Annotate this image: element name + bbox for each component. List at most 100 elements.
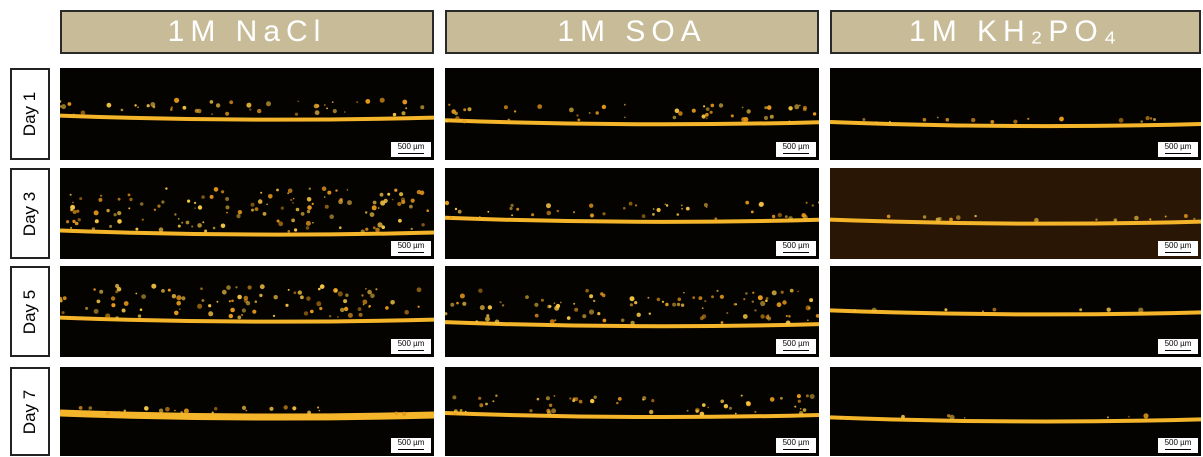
cell-cluster <box>624 116 626 119</box>
cell-cluster <box>794 104 800 110</box>
cell-cluster <box>513 110 517 113</box>
cell-cluster <box>809 298 814 303</box>
cell-cluster <box>158 408 164 413</box>
cell-cluster <box>401 197 405 202</box>
cell-cluster <box>593 395 597 399</box>
cell-cluster <box>394 188 398 192</box>
cell-cluster <box>211 113 214 115</box>
cell-cluster <box>709 110 713 114</box>
cell-cluster <box>115 290 119 294</box>
cell-cluster <box>201 195 205 199</box>
cell-cluster <box>161 289 165 293</box>
cell-cluster <box>300 295 304 300</box>
cell-cluster <box>307 205 312 210</box>
cell-cluster <box>546 203 551 209</box>
cell-cluster <box>788 120 791 123</box>
cell-cluster <box>648 312 651 315</box>
cell-cluster <box>949 217 953 222</box>
cell-cluster <box>1149 218 1152 221</box>
cell-cluster <box>503 105 508 110</box>
row-label-text: Day 7 <box>20 389 40 434</box>
cell-cluster <box>252 309 257 314</box>
fiber <box>445 320 819 329</box>
cell-cluster <box>1134 215 1139 221</box>
cell-cluster <box>546 210 552 216</box>
cell-cluster <box>285 303 289 307</box>
cell-cluster <box>672 302 677 307</box>
cell-cluster <box>450 302 455 307</box>
cell-cluster <box>305 226 310 230</box>
cell-cluster <box>733 303 737 306</box>
cell-cluster <box>703 203 708 207</box>
cell-cluster <box>390 300 395 305</box>
cell-cluster <box>788 216 793 221</box>
cell-cluster <box>549 319 555 324</box>
cell-cluster <box>197 303 203 309</box>
cell-cluster <box>375 288 378 291</box>
cell-cluster <box>174 409 176 412</box>
cell-cluster <box>534 302 539 307</box>
cell-cluster <box>681 207 683 210</box>
cell-cluster <box>365 211 368 214</box>
cell-cluster <box>327 190 332 195</box>
cell-cluster <box>710 103 715 108</box>
cell-cluster <box>399 192 404 197</box>
scale-bar: 500 µm <box>776 241 816 256</box>
cell-cluster <box>410 198 415 203</box>
cell-cluster <box>750 210 754 214</box>
cell-cluster <box>61 311 65 315</box>
cell-cluster <box>536 397 540 401</box>
cell-cluster <box>1013 119 1018 124</box>
cell-cluster <box>127 193 131 197</box>
cell-cluster <box>445 200 450 206</box>
row-label: Day 1 <box>10 68 50 160</box>
cell-cluster <box>76 209 80 213</box>
cell-cluster <box>799 407 802 410</box>
cell-cluster <box>703 105 706 108</box>
fiber <box>445 215 819 224</box>
cell-cluster <box>420 105 425 110</box>
cell-cluster <box>590 398 595 404</box>
cell-cluster <box>120 108 124 112</box>
cell-cluster <box>456 301 459 305</box>
cell-cluster <box>200 287 203 290</box>
micrograph-image <box>445 394 819 420</box>
scale-bar: 500 µm <box>391 339 431 354</box>
cell-cluster <box>601 104 607 110</box>
micrograph: 500 µm <box>445 68 819 160</box>
cell-cluster <box>1113 218 1118 223</box>
cell-cluster <box>764 106 768 110</box>
cell-cluster <box>93 308 99 314</box>
cell-cluster <box>574 307 579 312</box>
cell-cluster <box>213 187 219 192</box>
cell-cluster <box>656 297 661 302</box>
cell-cluster <box>226 211 228 214</box>
cell-cluster <box>88 406 93 410</box>
cell-cluster <box>385 306 389 310</box>
cell-cluster <box>641 214 646 219</box>
fiber <box>830 415 1201 424</box>
cell-cluster <box>548 305 552 308</box>
row-label-text: Day 1 <box>20 91 40 137</box>
cell-cluster <box>161 200 165 204</box>
cell-cluster <box>1149 117 1153 120</box>
cell-cluster <box>1193 217 1196 220</box>
cell-cluster <box>495 394 498 397</box>
cell-cluster <box>531 213 535 217</box>
cell-cluster <box>225 205 230 210</box>
cell-cluster <box>369 212 375 217</box>
cell-cluster <box>214 407 218 411</box>
cell-cluster <box>183 408 189 414</box>
cell-cluster <box>182 105 187 110</box>
cell-cluster <box>445 312 448 316</box>
cell-cluster <box>306 296 311 301</box>
cell-cluster <box>144 406 149 411</box>
cell-cluster <box>630 320 635 326</box>
cell-cluster <box>91 227 96 231</box>
cell-cluster <box>784 215 788 218</box>
cell-cluster <box>649 409 654 415</box>
cell-cluster <box>357 307 362 311</box>
cell-cluster <box>177 224 181 228</box>
cell-cluster <box>467 107 472 112</box>
cell-cluster <box>765 315 770 320</box>
